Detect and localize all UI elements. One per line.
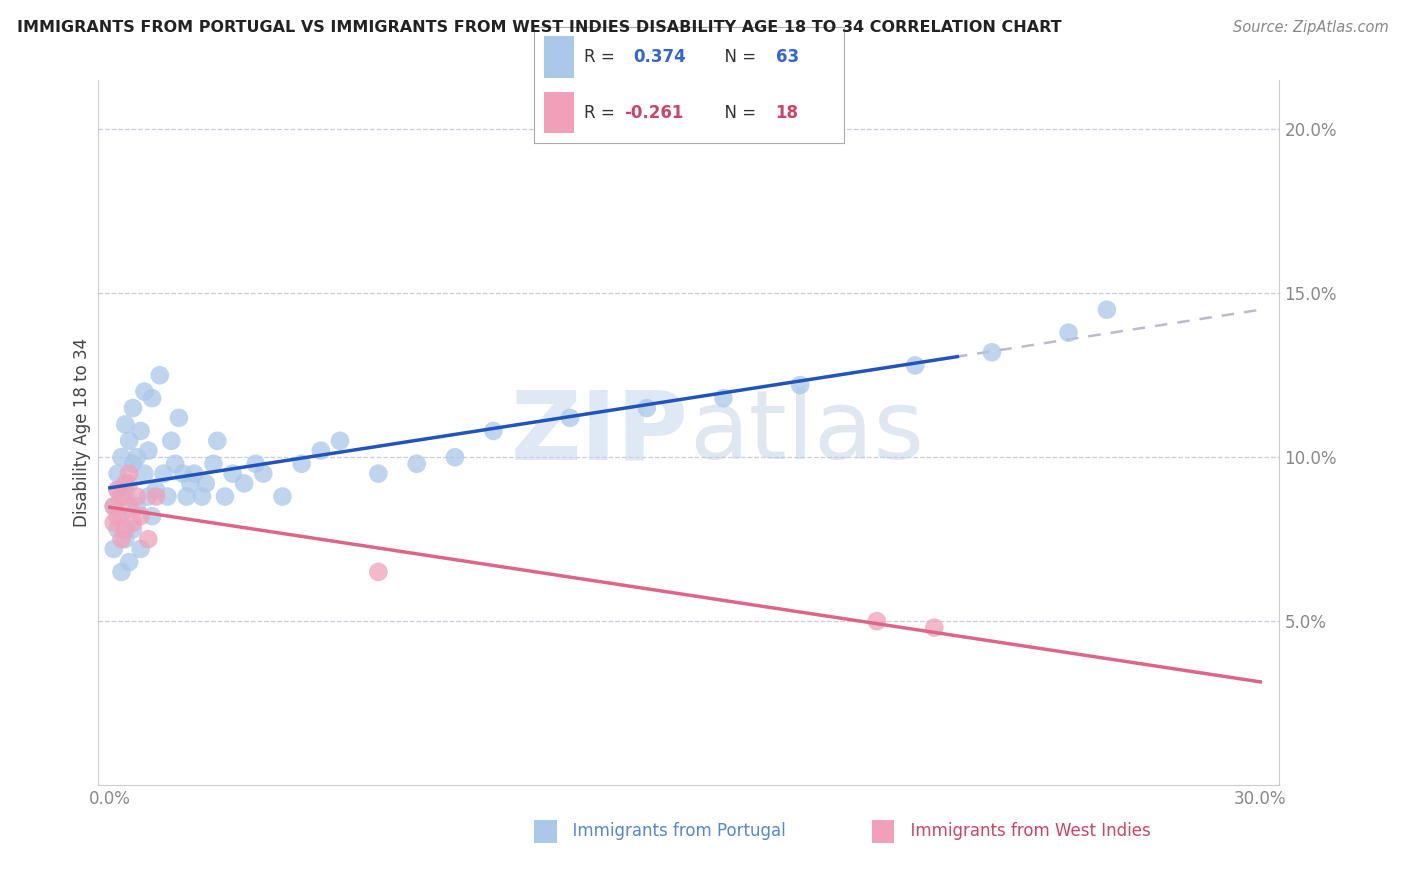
Point	[152, 467, 174, 481]
Text: 0.374: 0.374	[633, 48, 686, 66]
Point	[160, 434, 183, 448]
Point	[183, 467, 205, 481]
Point	[1095, 302, 1118, 317]
Point	[789, 378, 811, 392]
Point	[122, 516, 145, 530]
Text: 63: 63	[776, 48, 799, 66]
Point	[110, 490, 132, 504]
Point	[482, 424, 505, 438]
Point	[367, 565, 389, 579]
Point	[122, 401, 145, 415]
Text: Source: ZipAtlas.com: Source: ZipAtlas.com	[1233, 20, 1389, 35]
Point	[118, 467, 141, 481]
Point	[866, 614, 889, 628]
Point	[107, 483, 129, 497]
Point	[167, 410, 190, 425]
Point	[125, 450, 148, 465]
Text: ZIP: ZIP	[510, 386, 689, 479]
Point	[179, 476, 201, 491]
Point	[156, 490, 179, 504]
Point	[904, 359, 927, 373]
Point	[122, 457, 145, 471]
Point	[141, 509, 163, 524]
Point	[141, 391, 163, 405]
Point	[980, 345, 1002, 359]
Point	[118, 476, 141, 491]
Point	[114, 476, 136, 491]
Point	[233, 476, 256, 491]
Point	[558, 410, 581, 425]
Point	[110, 565, 132, 579]
Point	[136, 443, 159, 458]
Point	[103, 516, 125, 530]
Point	[114, 532, 136, 546]
Point	[107, 509, 129, 524]
Text: IMMIGRANTS FROM PORTUGAL VS IMMIGRANTS FROM WEST INDIES DISABILITY AGE 18 TO 34 : IMMIGRANTS FROM PORTUGAL VS IMMIGRANTS F…	[17, 20, 1062, 35]
Point	[245, 457, 267, 471]
FancyBboxPatch shape	[544, 92, 575, 134]
Text: Immigrants from Portugal: Immigrants from Portugal	[562, 822, 786, 840]
Point	[252, 467, 274, 481]
Point	[129, 509, 152, 524]
Point	[145, 490, 167, 504]
Point	[107, 483, 129, 497]
Point	[214, 490, 236, 504]
Point	[118, 555, 141, 569]
Point	[202, 457, 225, 471]
Text: R =: R =	[583, 103, 620, 121]
Point	[1057, 326, 1080, 340]
Point	[114, 490, 136, 504]
Y-axis label: Disability Age 18 to 34: Disability Age 18 to 34	[73, 338, 91, 527]
Point	[110, 450, 132, 465]
Point	[444, 450, 467, 465]
Text: Immigrants from West Indies: Immigrants from West Indies	[900, 822, 1150, 840]
Point	[924, 621, 946, 635]
Text: 18: 18	[776, 103, 799, 121]
Point	[136, 490, 159, 504]
Text: -0.261: -0.261	[624, 103, 683, 121]
Point	[221, 467, 243, 481]
Point	[271, 490, 294, 504]
Text: N =: N =	[714, 48, 761, 66]
Point	[207, 434, 229, 448]
Point	[309, 443, 332, 458]
Point	[149, 368, 172, 383]
Point	[129, 541, 152, 556]
Point	[110, 532, 132, 546]
Point	[114, 417, 136, 432]
Point	[118, 500, 141, 514]
Point	[176, 490, 198, 504]
Point	[103, 500, 125, 514]
Point	[129, 424, 152, 438]
Point	[134, 467, 156, 481]
Text: R =: R =	[583, 48, 626, 66]
Point	[172, 467, 194, 481]
Point	[134, 384, 156, 399]
Text: atlas: atlas	[689, 386, 924, 479]
Point	[136, 532, 159, 546]
Point	[145, 483, 167, 497]
Point	[107, 467, 129, 481]
Point	[110, 509, 132, 524]
Point	[329, 434, 352, 448]
Point	[191, 490, 214, 504]
Text: N =: N =	[714, 103, 761, 121]
Point	[125, 490, 148, 504]
Point	[194, 476, 217, 491]
Point	[118, 434, 141, 448]
Point	[405, 457, 427, 471]
FancyBboxPatch shape	[544, 36, 575, 78]
Point	[125, 500, 148, 514]
Point	[636, 401, 658, 415]
Point	[122, 522, 145, 536]
Point	[367, 467, 389, 481]
Point	[114, 522, 136, 536]
Point	[291, 457, 314, 471]
Point	[107, 522, 129, 536]
Point	[103, 541, 125, 556]
Point	[713, 391, 735, 405]
Point	[103, 500, 125, 514]
Point	[165, 457, 187, 471]
